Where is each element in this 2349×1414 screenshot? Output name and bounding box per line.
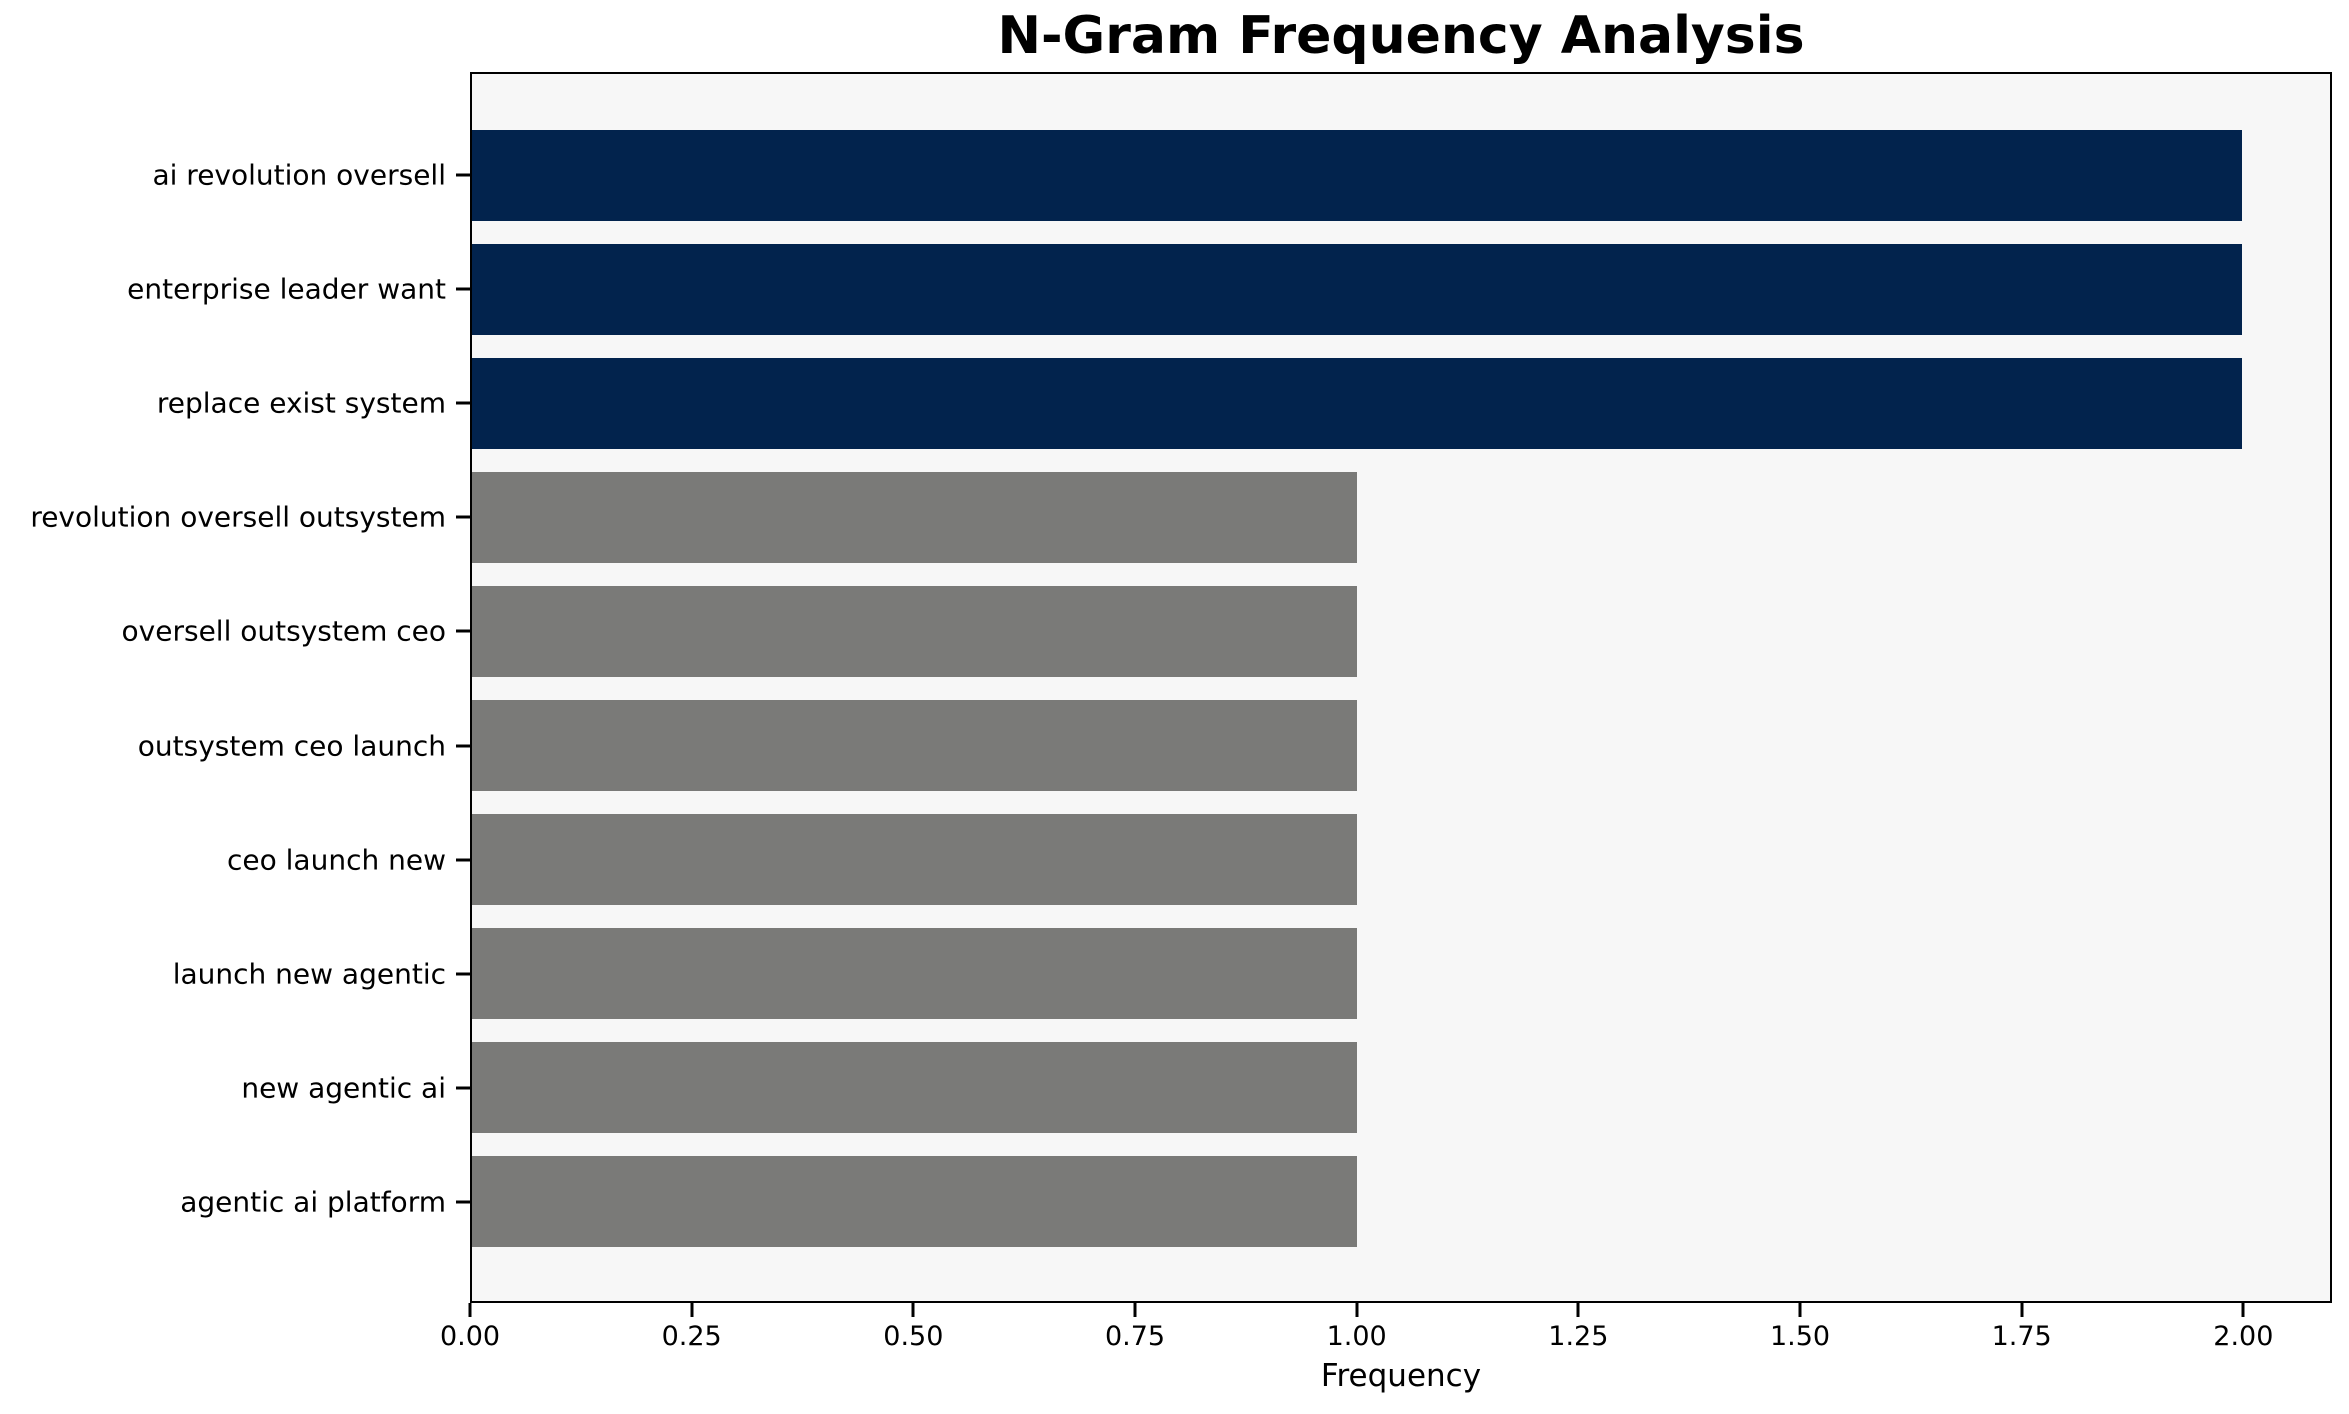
y-tick-label: ai revolution oversell [152,158,446,192]
y-tick-label: ceo launch new [227,843,446,877]
x-tick-label: 1.25 [1548,1321,1609,1352]
x-tick-mark [690,1303,694,1317]
y-tick-mark [456,972,470,976]
bar [472,243,2242,335]
y-tick-mark [456,173,470,177]
x-axis-label: Frequency [1320,1358,1482,1394]
bar-row: ceo launch new [227,803,2330,917]
bar-rows: ai revolution oversell enterprise leader … [30,118,2330,1259]
x-tick-mark [1576,1303,1580,1317]
y-tick-mark [456,287,470,291]
y-tick-label: replace exist system [156,386,446,420]
bar [472,928,1357,1020]
x-tick-mark [468,1303,472,1317]
chart-title: N-Gram Frequency Analysis [997,6,1805,66]
y-tick-label: outsystem ceo launch [137,729,446,763]
bar [472,471,1357,563]
y-tick-mark [456,744,470,748]
bar-row: replace exist system [157,346,2330,460]
bar [472,700,1357,792]
y-tick-label: new agentic ai [241,1071,446,1105]
x-tick-label: 1.75 [1991,1321,2052,1352]
x-tick-mark [1355,1303,1359,1317]
bar [472,1156,1357,1248]
y-tick-mark [456,1200,470,1204]
x-tick-mark [1798,1303,1802,1317]
x-tick-mark [2241,1303,2245,1317]
y-tick-label: oversell outsystem ceo [121,614,446,648]
bar [472,1042,1357,1134]
bar [472,814,1357,906]
x-tick-mark [911,1303,915,1317]
bar-row: new agentic ai [241,1031,2330,1145]
plot-area: ai revolution oversell enterprise leader … [30,72,2332,1303]
x-tick-label: 0.75 [1104,1321,1166,1352]
x-axis: 0.00 0.25 0.50 0.75 1.00 1.25 1.50 1.75 2.00 [440,1303,2332,1383]
y-tick-mark [456,858,470,862]
bar-row: ai revolution oversell [152,118,2330,232]
bar [472,357,2242,449]
x-tick-label: 0.25 [661,1321,722,1352]
y-tick-mark [456,629,470,633]
x-tick-label: 1.00 [1326,1321,1387,1352]
bar-row: oversell outsystem ceo [122,574,2330,688]
y-tick-mark [456,1086,470,1090]
bar [472,129,2242,221]
bar [472,585,1357,677]
x-tick-mark [1133,1303,1137,1317]
y-tick-label: agentic ai platform [180,1185,446,1219]
x-tick-label: 2.00 [2213,1321,2274,1352]
y-tick-mark [456,401,470,405]
x-tick-label: 0.50 [883,1321,944,1352]
x-tick-label: 0.00 [439,1321,501,1352]
bar-row: enterprise leader want [127,232,2330,346]
y-tick-label: launch new agentic [172,957,446,991]
bar-row: revolution oversell outsystem [30,460,2330,574]
bar-row: launch new agentic [173,917,2330,1031]
bar-row: outsystem ceo launch [138,688,2330,802]
bar-row: agentic ai platform [180,1145,2330,1259]
x-tick-mark [2020,1303,2024,1317]
y-tick-mark [456,515,470,519]
x-tick-label: 1.50 [1769,1321,1831,1352]
y-tick-label: revolution oversell outsystem [30,500,446,534]
y-tick-label: enterprise leader want [127,272,446,306]
